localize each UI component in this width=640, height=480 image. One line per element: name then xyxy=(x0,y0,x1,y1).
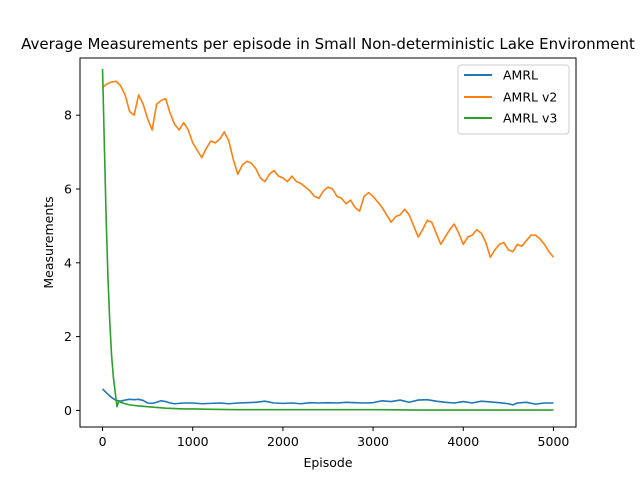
x-axis-label: Episode xyxy=(303,455,352,470)
y-tick-label: 4 xyxy=(64,255,72,270)
series-line-amrl xyxy=(101,388,554,406)
x-tick-label: 2000 xyxy=(267,434,299,449)
y-tick-label: 6 xyxy=(64,181,72,196)
plot-frame xyxy=(79,57,577,428)
x-tick-label: 1000 xyxy=(177,434,209,449)
x-axis-ticks: 0 1000 2000 3000 4000 5000 xyxy=(99,427,570,449)
x-tick-label: 3000 xyxy=(357,434,389,449)
series-layer xyxy=(101,69,555,411)
legend-label-amrl-v2: AMRL v2 xyxy=(503,90,557,105)
x-tick-label: 5000 xyxy=(538,434,570,449)
chart-title: Average Measurements per episode in Smal… xyxy=(21,35,635,53)
legend: AMRL AMRL v2 AMRL v3 xyxy=(457,64,570,135)
x-tick-label: 4000 xyxy=(447,434,479,449)
y-axis-label: Measurements xyxy=(41,196,56,288)
legend-label-amrl: AMRL xyxy=(503,68,538,83)
series-line-amrl-v3 xyxy=(101,69,554,411)
y-tick-label: 0 xyxy=(64,403,72,418)
y-axis-ticks: 0 2 4 6 8 xyxy=(64,108,80,418)
legend-box xyxy=(457,64,570,135)
series-line-amrl-v2 xyxy=(102,80,555,259)
y-tick-label: 2 xyxy=(64,329,72,344)
x-tick-label: 0 xyxy=(99,434,107,449)
legend-label-amrl-v3: AMRL v3 xyxy=(503,111,557,126)
y-tick-label: 8 xyxy=(64,108,72,123)
